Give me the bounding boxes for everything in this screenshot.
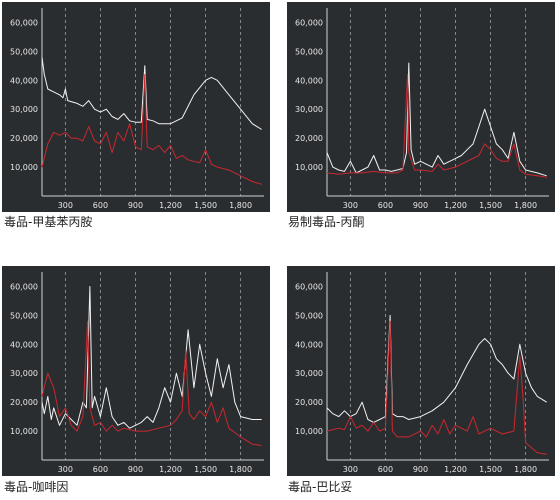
x-tick-label: 900	[128, 465, 143, 474]
chart-panel-1: 60,000 50,000 40,000 30,000 20,000 10,000 300 6…	[2, 2, 270, 212]
x-tick-label: 1,800	[229, 465, 252, 474]
spectrum-chart: 60,000 50,000 40,000 30,000 20,000 10,000 300 6…	[287, 2, 555, 212]
y-tick-label: 50,000	[10, 311, 38, 320]
x-tick-label: 600	[378, 201, 393, 210]
chart-panel-4: 60,000 50,000 40,000 30,000 20,000 10,000 300 6…	[287, 266, 555, 476]
reference-line	[41, 74, 262, 185]
x-tick-label: 1,800	[514, 465, 537, 474]
chart-caption: 毒品-甲基苯丙胺	[4, 215, 93, 229]
reference-line	[41, 320, 262, 446]
spectrum-chart: 60,000 50,000 40,000 30,000 20,000 10,000 300 6…	[287, 266, 555, 476]
chart-background	[2, 266, 270, 476]
y-tick-label: 20,000	[10, 134, 38, 143]
y-tick-label: 30,000	[295, 369, 323, 378]
x-tick-label: 300	[58, 201, 73, 210]
y-tick-label: 10,000	[10, 427, 38, 436]
x-tick-label: 1,500	[194, 201, 217, 210]
y-tick-label: 60,000	[295, 18, 323, 27]
x-tick-label: 1,800	[514, 201, 537, 210]
x-tick-label: 300	[343, 201, 358, 210]
y-tick-label: 30,000	[295, 105, 323, 114]
x-tick-label: 900	[128, 201, 143, 210]
x-tick-label: 1,800	[229, 201, 252, 210]
x-tick-label: 600	[378, 465, 393, 474]
y-tick-label: 40,000	[10, 76, 38, 85]
reference-line	[326, 320, 547, 455]
chart-panel-2: 60,000 50,000 40,000 30,000 20,000 10,000 300 6…	[287, 2, 555, 212]
y-tick-label: 60,000	[10, 282, 38, 291]
x-tick-label: 1,200	[444, 465, 467, 474]
y-tick-label: 30,000	[10, 105, 38, 114]
chart-background	[2, 2, 270, 212]
reference-line	[326, 74, 547, 178]
y-tick-label: 20,000	[295, 398, 323, 407]
spectrum-line	[326, 62, 547, 177]
x-tick-label: 900	[413, 201, 428, 210]
y-tick-label: 40,000	[295, 340, 323, 349]
y-tick-label: 40,000	[295, 76, 323, 85]
y-tick-label: 10,000	[10, 163, 38, 172]
chart-background	[287, 2, 555, 212]
y-tick-label: 50,000	[295, 47, 323, 56]
y-tick-label: 20,000	[10, 398, 38, 407]
x-tick-label: 1,200	[159, 465, 182, 474]
spectrum-line	[326, 314, 547, 423]
y-tick-label: 60,000	[10, 18, 38, 27]
chart-panel-3: 60,000 50,000 40,000 30,000 20,000 10,000 300 6…	[2, 266, 270, 476]
y-tick-label: 60,000	[295, 282, 323, 291]
y-tick-label: 20,000	[295, 134, 323, 143]
chart-caption: 易制毒品-丙酮	[288, 215, 365, 229]
spectrum-chart: 60,000 50,000 40,000 30,000 20,000 10,000 300 6…	[2, 266, 270, 476]
x-tick-label: 900	[413, 465, 428, 474]
y-tick-label: 10,000	[295, 427, 323, 436]
chart-background	[287, 266, 555, 476]
x-tick-label: 600	[93, 465, 108, 474]
y-tick-label: 30,000	[10, 369, 38, 378]
y-tick-label: 10,000	[295, 163, 323, 172]
x-tick-label: 300	[343, 465, 358, 474]
x-tick-label: 1,200	[159, 201, 182, 210]
spectrum-line	[41, 57, 262, 130]
y-tick-label: 40,000	[10, 340, 38, 349]
chart-caption: 毒品-巴比妥	[288, 480, 353, 494]
y-tick-label: 50,000	[10, 47, 38, 56]
x-tick-label: 1,200	[444, 201, 467, 210]
x-tick-label: 600	[93, 201, 108, 210]
x-tick-label: 1,500	[479, 201, 502, 210]
chart-caption: 毒品-咖啡因	[4, 480, 69, 494]
x-tick-label: 1,500	[479, 465, 502, 474]
spectrum-chart: 60,000 50,000 40,000 30,000 20,000 10,000 300 6…	[2, 2, 270, 212]
spectrum-line	[41, 286, 262, 429]
x-tick-label: 1,500	[194, 465, 217, 474]
y-tick-label: 50,000	[295, 311, 323, 320]
x-tick-label: 300	[58, 465, 73, 474]
